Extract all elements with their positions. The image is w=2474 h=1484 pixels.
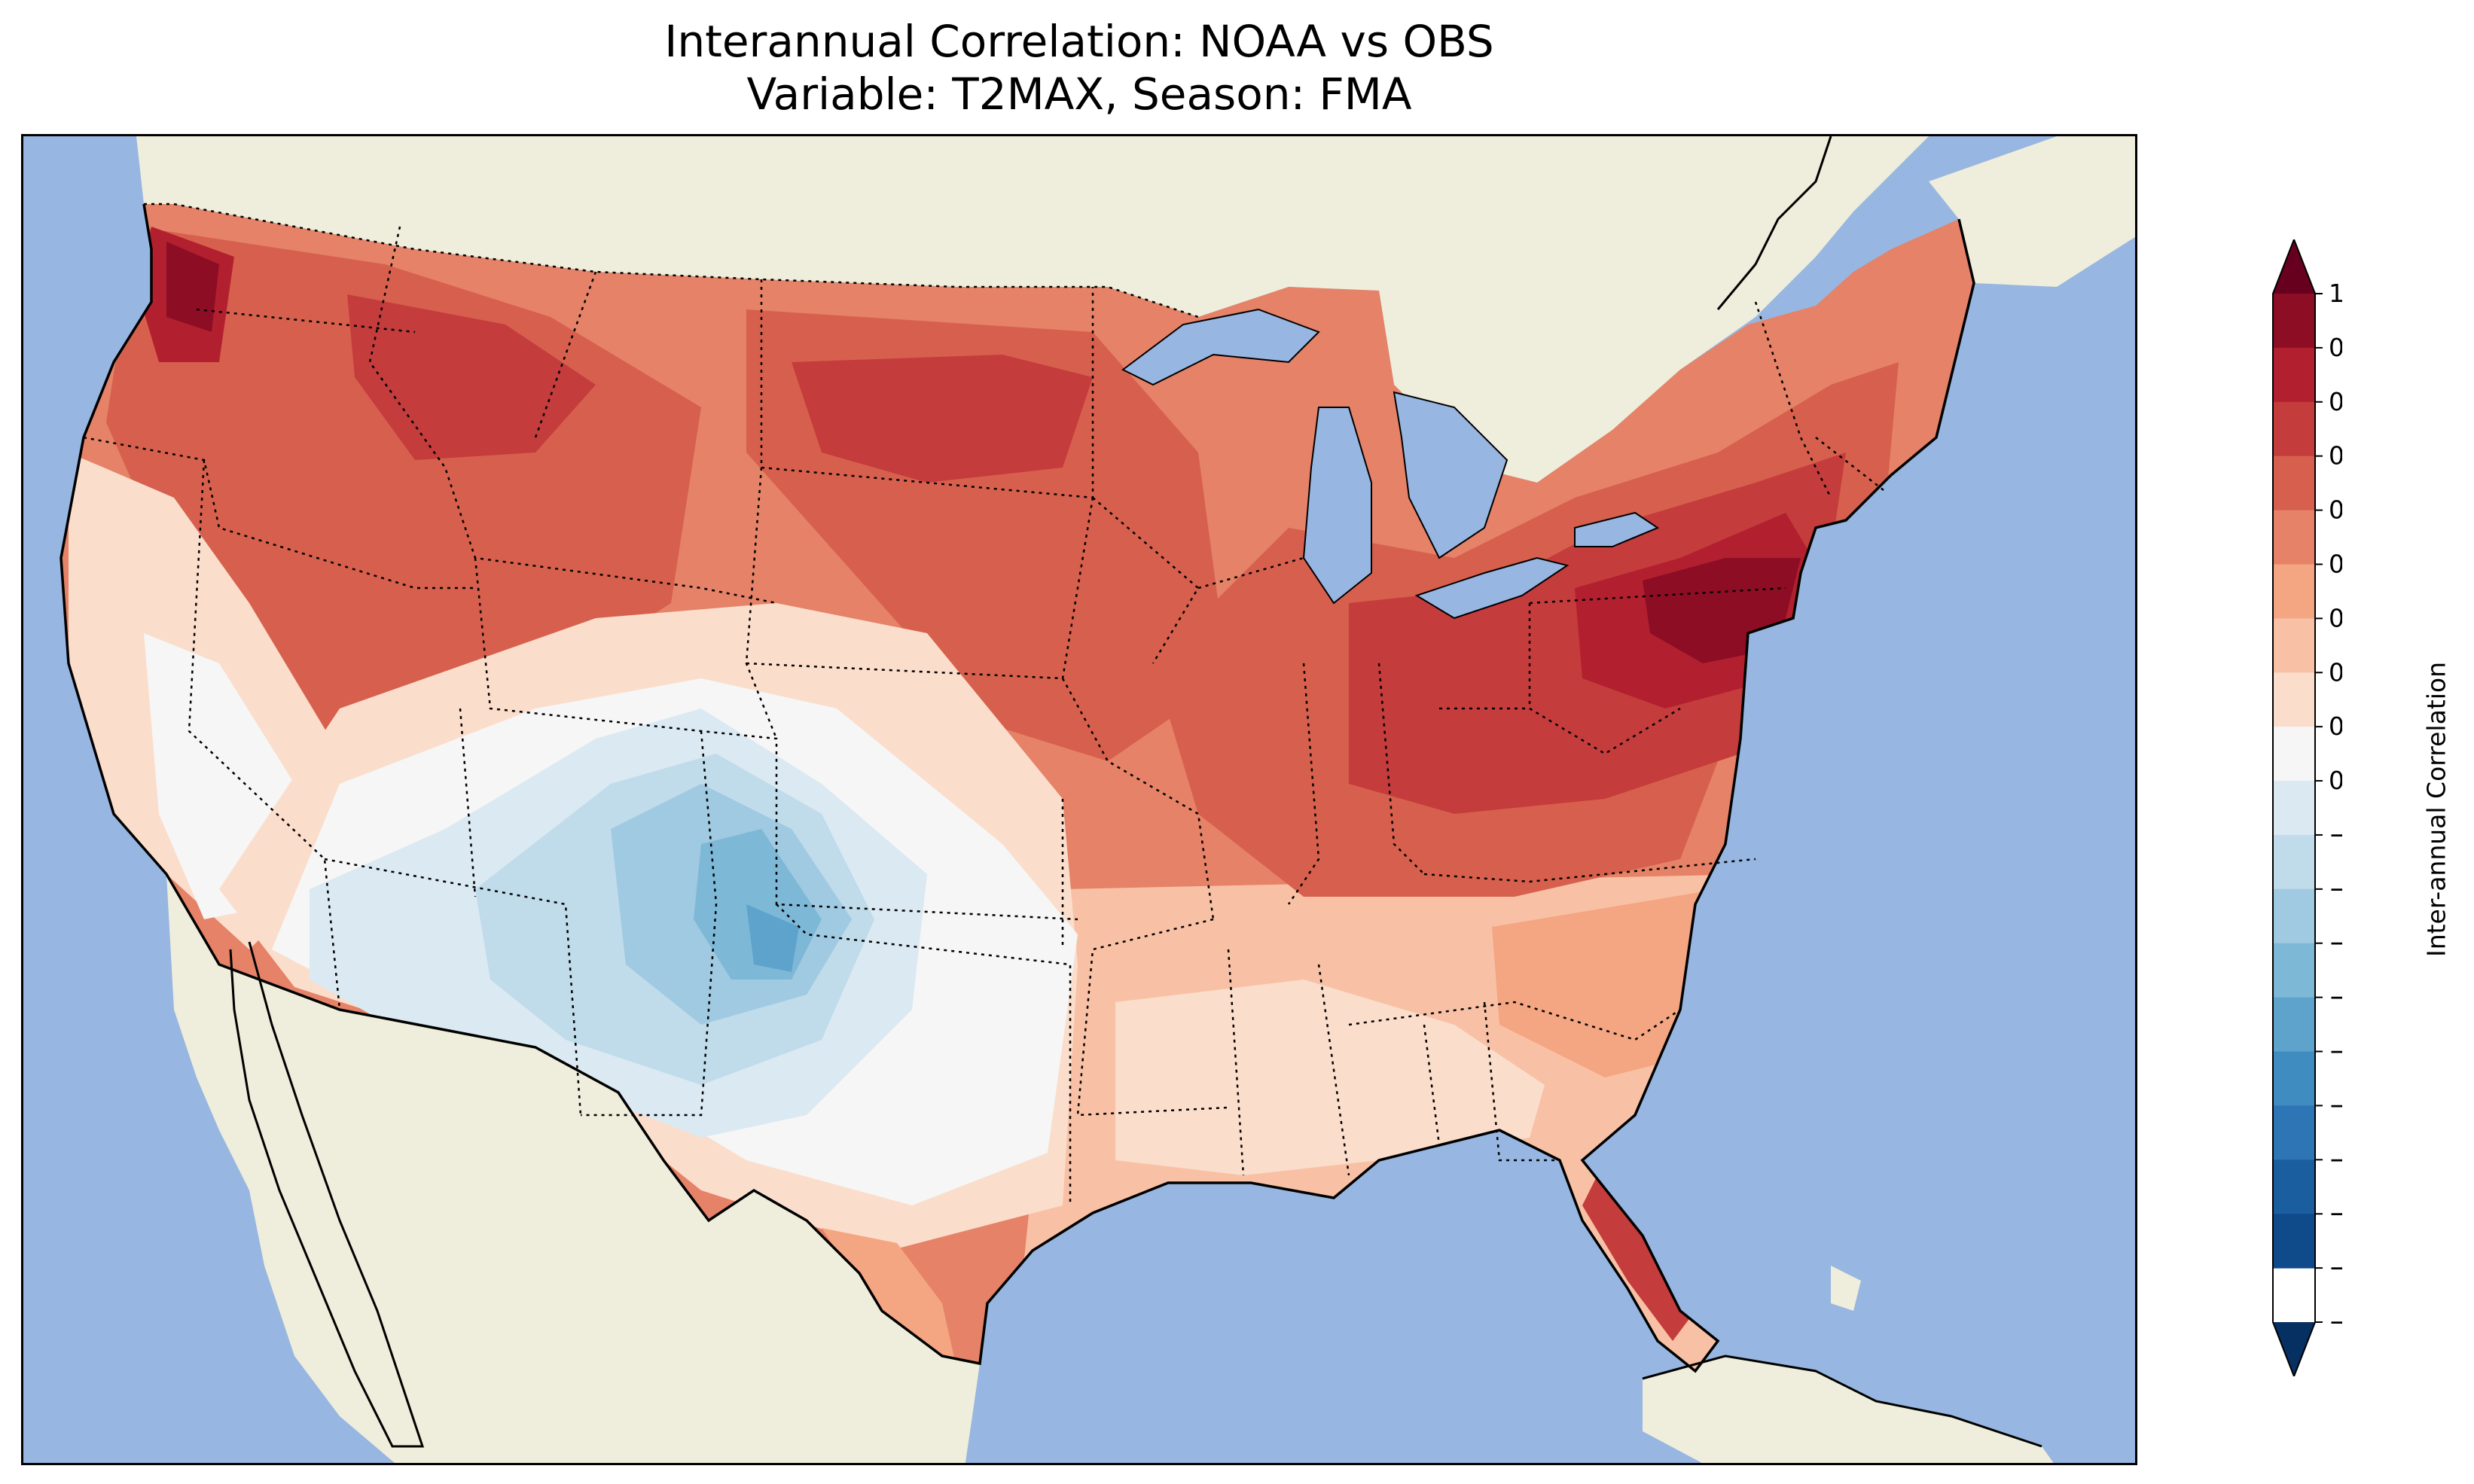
coastline (59, 203, 1975, 1373)
colorbar-tick-label: −0.1 (2329, 820, 2342, 849)
lake-superior (1121, 308, 1320, 386)
colorbar-extend-max (2273, 239, 2315, 294)
colorbar-band (2273, 347, 2315, 403)
colorbar-tick-label: −0.2 (2329, 874, 2342, 904)
colorbar-tick-label: 0.2 (2329, 712, 2342, 741)
colorbar-band (2273, 618, 2315, 673)
colorbar-band (2273, 510, 2315, 565)
cuba-land (1643, 1356, 2054, 1463)
colorbar-band (2273, 888, 2315, 944)
colorbar-tick-label: −0.4 (2329, 983, 2342, 1012)
colorbar-band (2273, 672, 2315, 727)
colorbar-tick-label: −0.9 (2329, 1253, 2342, 1282)
colorbar-band (2273, 834, 2315, 890)
colorbar-tick-label: −0.5 (2329, 1037, 2342, 1066)
maritimes-land (1929, 136, 2135, 287)
colorbar-tick-label: −0.8 (2329, 1199, 2342, 1228)
cuba-coastline (1642, 1354, 2042, 1448)
colorbar-band (2273, 401, 2315, 457)
colorbar-band (2273, 781, 2315, 836)
baja-peninsula (230, 942, 423, 1446)
colorbar-band (2273, 294, 2315, 349)
colorbar-band (2273, 1214, 2315, 1269)
colorbar-tick-label: 0.1 (2329, 766, 2342, 795)
lake-michigan (1302, 407, 1372, 605)
colorbar-band (2273, 1105, 2315, 1160)
canada-land (23, 136, 1929, 483)
title-line-2: Variable: T2MAX, Season: FMA (746, 69, 1412, 120)
colorbar-tick-label: −0.3 (2329, 928, 2342, 958)
colorbar-band (2273, 727, 2315, 782)
colorbar-tick-label: 0.3 (2329, 657, 2342, 687)
colorbar-band (2273, 997, 2315, 1053)
colorbar-band (2273, 456, 2315, 511)
st-lawrence-shore (1716, 136, 1832, 310)
lake-ontario (1574, 511, 1660, 547)
colorbar-band (2273, 564, 2315, 619)
colorbar-tick-label: −1.0 (2329, 1307, 2342, 1336)
colorbar-tick-label: 0.8 (2329, 387, 2342, 416)
colorbar-tick-label: 0.7 (2329, 441, 2342, 471)
colorbar-tick-label: 0.5 (2329, 549, 2342, 578)
colorbar-band (2273, 1159, 2315, 1214)
colorbar-extend-min (2273, 1322, 2315, 1376)
colorbar-tick-label: 0.9 (2329, 333, 2342, 362)
colorbar: 1.0 0.9 0.8 0.7 0.6 0.5 0.4 0.3 0.2 0.1 −0.1 −0.2 −0… (2272, 239, 2342, 1376)
lake-huron (1393, 391, 1508, 559)
colorbar-band (2273, 943, 2315, 998)
map-title: Interannual Correlation: NOAA vs OBS Var… (21, 15, 2137, 120)
conus-correlation-map (23, 136, 2135, 1463)
colorbar-tick-label: 1.0 (2329, 279, 2342, 308)
baja-coastline (229, 941, 425, 1448)
colorbar-tick-label: −0.7 (2329, 1144, 2342, 1174)
map-panel (21, 134, 2137, 1465)
political-borders (83, 203, 1884, 1312)
lake-erie (1414, 556, 1570, 620)
colorbar-band (2273, 1051, 2315, 1106)
title-line-1: Interannual Correlation: NOAA vs OBS (664, 16, 1494, 67)
colorbar-label: Inter-annual Correlation (2421, 661, 2451, 958)
colorbar-tick-label: −0.6 (2329, 1090, 2342, 1120)
colorbar-tick-label: 0.6 (2329, 495, 2342, 525)
bahamas-island (1831, 1266, 1861, 1311)
colorbar-tick-label: 0.4 (2329, 603, 2342, 632)
